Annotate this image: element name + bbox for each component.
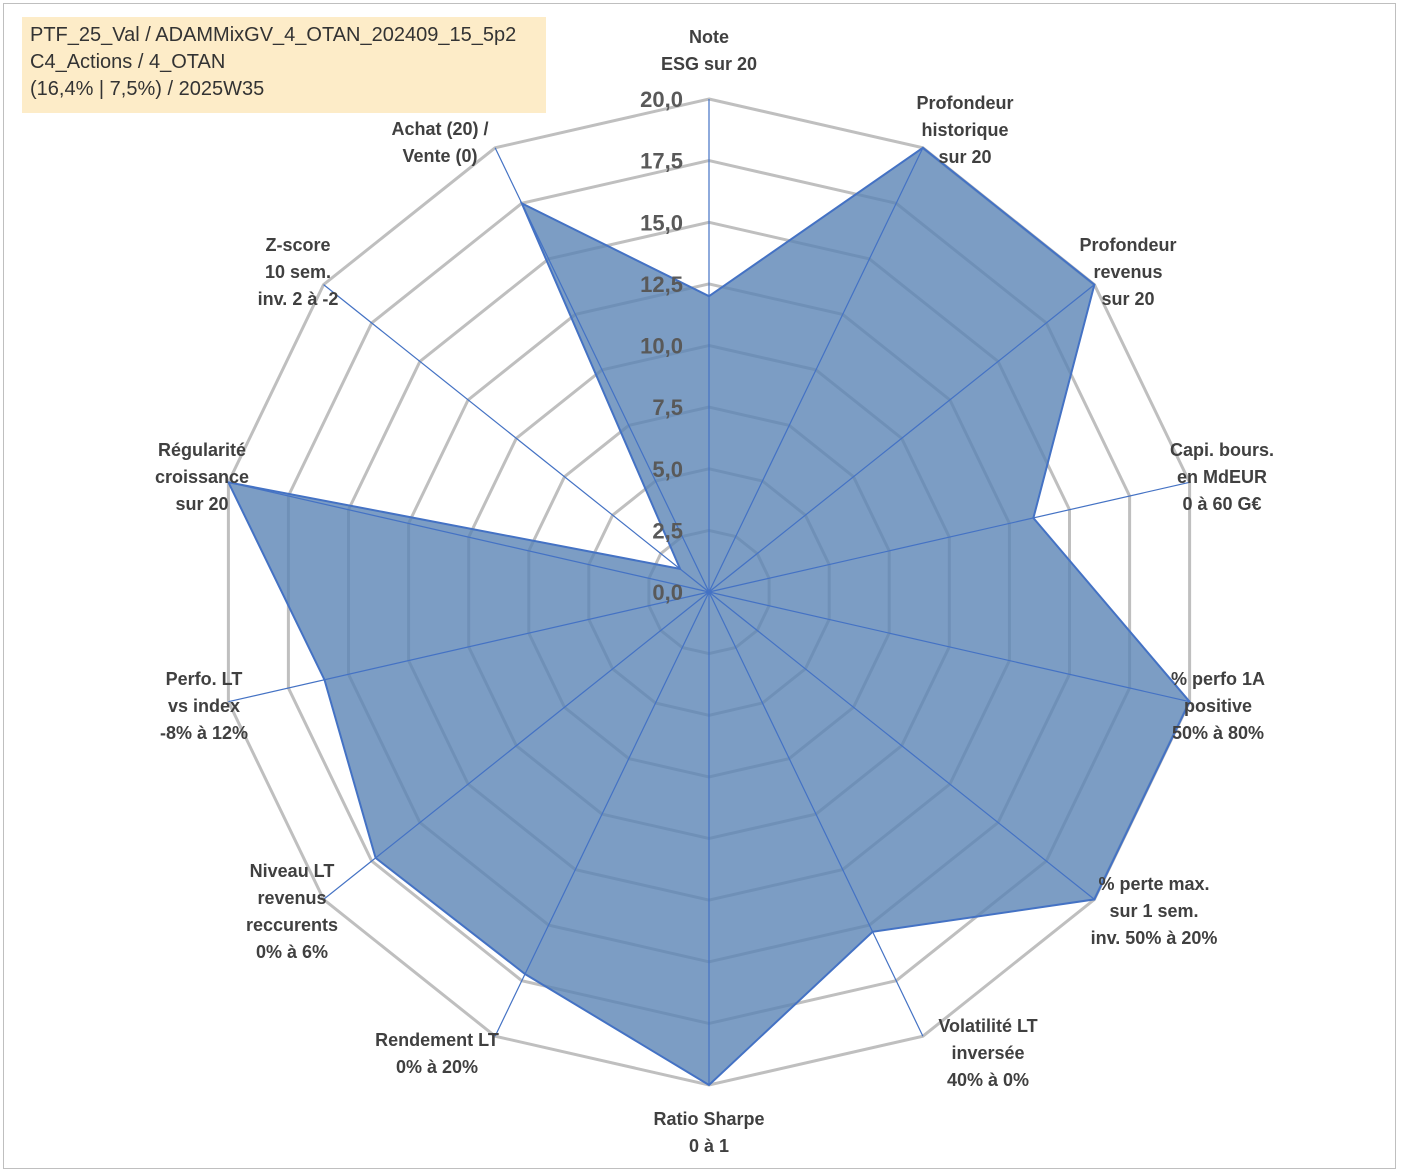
axis-labels: Note ESG sur 20 Profondeur historique sur 20… <box>155 27 1274 1156</box>
axis-label-8-line-0: Rendement LT <box>375 1030 499 1050</box>
axis-label-1-line-0: Profondeur <box>917 93 1014 113</box>
spoke-12 <box>323 284 710 593</box>
axis-label-12-line-0: Z-score <box>265 235 330 255</box>
axis-label-1-line-1: historique <box>921 120 1008 140</box>
spoke-4 <box>708 591 1190 703</box>
axis-label-7-line-0: Ratio Sharpe <box>653 1109 764 1129</box>
axis-label-10: Perfo. LT vs index -8% à 12% <box>160 669 248 743</box>
scale-label-7: 17,5 <box>640 149 683 174</box>
scale-label-6: 15,0 <box>640 210 683 235</box>
axis-label-11: Régularité croissance sur 20 <box>155 440 249 514</box>
axis-label-4-line-2: 50% à 80% <box>1172 723 1264 743</box>
axis-label-13-line-2: Vente (0) <box>402 146 477 166</box>
axis-label-9: Niveau LT revenus reccurents 0% à 6% <box>246 861 338 962</box>
axis-label-11-line-2: sur 20 <box>175 494 228 514</box>
scale-label-5: 12,5 <box>640 272 683 297</box>
axis-label-12-line-2: inv. 2 à -2 <box>258 289 339 309</box>
scale-label-2: 5,0 <box>652 457 683 482</box>
axis-label-12: Z-score 10 sem. inv. 2 à -2 <box>258 235 339 309</box>
axis-label-1-line-2: sur 20 <box>938 147 991 167</box>
axis-label-3: Capi. bours. en MdEUR 0 à 60 G€ <box>1170 440 1274 514</box>
axis-label-1: Profondeur historique sur 20 <box>917 93 1014 167</box>
axis-label-5-line-0: % perte max. <box>1098 874 1209 894</box>
axis-label-10-line-0: Perfo. LT <box>166 669 243 689</box>
axis-label-11-line-0: Régularité <box>158 440 246 460</box>
spoke-10 <box>228 591 710 703</box>
spoke-13 <box>494 147 710 593</box>
spoke-5 <box>708 591 1095 900</box>
axis-label-8: Rendement LT 0% à 20% <box>375 1030 499 1077</box>
axis-label-5-line-1: sur 1 sem. <box>1109 901 1198 921</box>
axis-label-8-line-1: 0% à 20% <box>396 1057 478 1077</box>
axis-label-4-line-0: % perfo 1A <box>1171 669 1265 689</box>
spoke-6 <box>708 591 924 1037</box>
portfolio-info-box: PTF_25_Val / ADAMMixGV_4_OTAN_202409_15_… <box>22 17 546 113</box>
scale-label-3: 7,5 <box>652 395 683 420</box>
axis-label-0: Note ESG sur 20 <box>661 27 757 74</box>
axis-label-9-line-2: reccurents <box>246 915 338 935</box>
radar-spokes <box>228 99 1190 1085</box>
axis-label-3-line-2: 0 à 60 G€ <box>1182 494 1261 514</box>
axis-label-6-line-2: 40% à 0% <box>947 1070 1029 1090</box>
axis-label-3-line-1: en MdEUR <box>1177 467 1267 487</box>
spoke-8 <box>494 591 710 1037</box>
info-line-performance: (16,4% | 7,5%) / 2025W35 <box>30 78 265 100</box>
axis-label-4: % perfo 1A positive 50% à 80% <box>1171 669 1265 743</box>
axis-label-7: Ratio Sharpe 0 à 1 <box>653 1109 764 1156</box>
axis-label-9-line-0: Niveau LT <box>250 861 335 881</box>
axis-label-4-line-1: positive <box>1184 696 1252 716</box>
axis-label-5: % perte max. sur 1 sem. inv. 50% à 20% <box>1091 874 1218 948</box>
axis-label-3-line-0: Capi. bours. <box>1170 440 1274 460</box>
axis-label-9-line-1: revenus <box>257 888 326 908</box>
axis-label-0-line-1: ESG sur 20 <box>661 54 757 74</box>
axis-label-6: Volatilité LT inversée 40% à 0% <box>938 1016 1037 1090</box>
scale-label-4: 10,0 <box>640 334 683 359</box>
info-line-portfolio: PTF_25_Val / ADAMMixGV_4_OTAN_202409_15_… <box>30 24 517 46</box>
axis-label-0-line-0: Note <box>689 27 729 47</box>
spoke-9 <box>323 591 710 900</box>
radial-scale-labels: 0,0 2,5 5,0 7,5 10,0 12,5 15,0 17,5 20,0 <box>640 87 683 605</box>
scale-label-0: 0,0 <box>652 580 683 605</box>
axis-label-2-line-0: Profondeur <box>1080 235 1177 255</box>
axis-label-2: Profondeur revenus sur 20 <box>1080 235 1177 309</box>
axis-label-6-line-0: Volatilité LT <box>938 1016 1037 1036</box>
spoke-11 <box>228 481 710 593</box>
scale-label-8: 20,0 <box>640 87 683 112</box>
axis-label-13-line-1: Achat (20) / <box>391 119 488 139</box>
axis-label-2-line-2: sur 20 <box>1101 289 1154 309</box>
axis-label-12-line-1: 10 sem. <box>265 262 331 282</box>
axis-label-2-line-1: revenus <box>1093 262 1162 282</box>
axis-label-5-line-2: inv. 50% à 20% <box>1091 928 1218 948</box>
axis-label-11-line-1: croissance <box>155 467 249 487</box>
scale-label-1: 2,5 <box>652 518 683 543</box>
spoke-3 <box>708 481 1190 593</box>
axis-label-10-line-1: vs index <box>168 696 240 716</box>
spoke-2 <box>708 284 1095 593</box>
axis-label-7-line-1: 0 à 1 <box>689 1136 729 1156</box>
axis-label-10-line-2: -8% à 12% <box>160 723 248 743</box>
info-line-category: C4_Actions / 4_OTAN <box>30 51 226 73</box>
spoke-1 <box>708 147 924 593</box>
axis-label-9-line-3: 0% à 6% <box>256 942 328 962</box>
axis-label-6-line-1: inversée <box>951 1043 1024 1063</box>
